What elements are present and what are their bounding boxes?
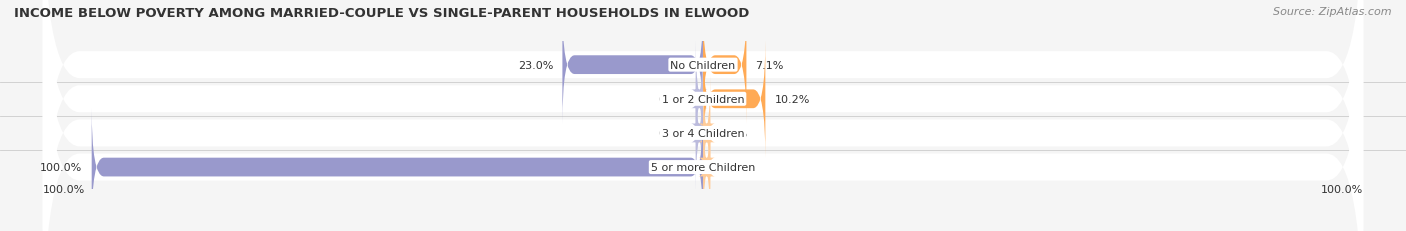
FancyBboxPatch shape bbox=[699, 75, 716, 192]
Text: 0.0%: 0.0% bbox=[720, 162, 748, 172]
Text: 100.0%: 100.0% bbox=[1322, 184, 1364, 194]
FancyBboxPatch shape bbox=[690, 75, 707, 192]
Text: 7.1%: 7.1% bbox=[755, 60, 785, 70]
FancyBboxPatch shape bbox=[91, 109, 703, 226]
Text: Source: ZipAtlas.com: Source: ZipAtlas.com bbox=[1274, 7, 1392, 17]
Text: 100.0%: 100.0% bbox=[42, 184, 84, 194]
Text: INCOME BELOW POVERTY AMONG MARRIED-COUPLE VS SINGLE-PARENT HOUSEHOLDS IN ELWOOD: INCOME BELOW POVERTY AMONG MARRIED-COUPL… bbox=[14, 7, 749, 20]
FancyBboxPatch shape bbox=[703, 7, 747, 124]
Text: 0.0%: 0.0% bbox=[658, 94, 686, 104]
Text: 1 or 2 Children: 1 or 2 Children bbox=[662, 94, 744, 104]
FancyBboxPatch shape bbox=[42, 0, 1364, 231]
Text: 3 or 4 Children: 3 or 4 Children bbox=[662, 128, 744, 138]
Text: 0.0%: 0.0% bbox=[720, 128, 748, 138]
Text: No Children: No Children bbox=[671, 60, 735, 70]
Text: 10.2%: 10.2% bbox=[775, 94, 810, 104]
FancyBboxPatch shape bbox=[42, 0, 1364, 231]
Text: 100.0%: 100.0% bbox=[41, 162, 83, 172]
FancyBboxPatch shape bbox=[562, 7, 703, 124]
Text: 0.0%: 0.0% bbox=[658, 128, 686, 138]
FancyBboxPatch shape bbox=[699, 109, 716, 226]
FancyBboxPatch shape bbox=[690, 41, 707, 158]
FancyBboxPatch shape bbox=[42, 0, 1364, 231]
Text: 23.0%: 23.0% bbox=[517, 60, 553, 70]
FancyBboxPatch shape bbox=[42, 0, 1364, 231]
FancyBboxPatch shape bbox=[703, 41, 765, 158]
Text: 5 or more Children: 5 or more Children bbox=[651, 162, 755, 172]
